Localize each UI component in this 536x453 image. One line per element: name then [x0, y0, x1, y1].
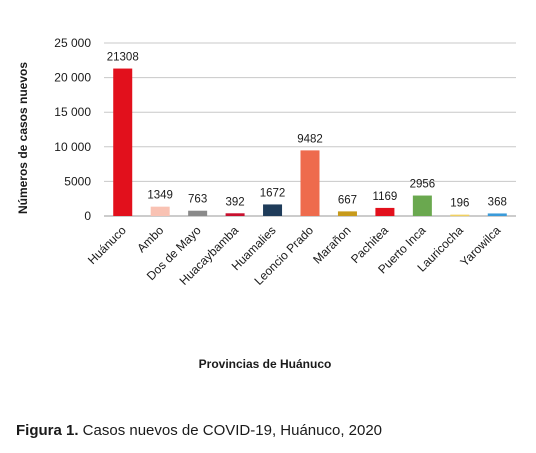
data-label: 667: [338, 194, 357, 206]
bar: [487, 213, 507, 216]
bar: [300, 150, 320, 216]
gridlines: [104, 42, 516, 217]
y-tick-label: 20 000: [54, 71, 91, 85]
data-label: 2956: [410, 179, 436, 191]
bar: [412, 195, 432, 216]
bar: [337, 211, 357, 216]
figure-caption: Figura 1. Casos nuevos de COVID-19, Huán…: [16, 422, 382, 439]
bar: [450, 214, 470, 217]
y-axis-label: Números de casos nuevos: [16, 62, 30, 214]
bar: [375, 207, 395, 216]
caption-text: Casos nuevos de COVID-19, Huánuco, 2020: [78, 422, 383, 439]
y-tick-label: 15 000: [54, 105, 91, 119]
data-label: 392: [225, 196, 244, 208]
data-label: 1672: [260, 187, 286, 199]
bar-chart: 0 5000 10 000 15 000 20 000 25 000 21308 1349 7…: [16, 36, 516, 371]
data-label: 1169: [373, 191, 398, 203]
bar: [263, 204, 283, 216]
data-label: 1349: [147, 190, 173, 202]
y-tick-label: 0: [84, 209, 91, 223]
x-tick-label: Huánuco: [85, 223, 129, 267]
data-label: 196: [450, 198, 469, 210]
data-label: 21308: [107, 52, 139, 64]
bar: [225, 213, 245, 216]
caption-label: Figura 1.: [16, 422, 79, 439]
bar: [150, 206, 170, 216]
bars: [113, 68, 507, 217]
y-tick-label: 10 000: [54, 140, 91, 154]
y-tick-label: 5000: [64, 174, 91, 188]
bar: [113, 68, 133, 216]
x-tick-label: Yarowilca: [457, 223, 503, 269]
x-tick-label: Marañon: [310, 223, 353, 266]
data-label: 763: [188, 194, 207, 206]
data-label: 368: [488, 196, 507, 208]
data-labels: 21308 1349 763 392 1672 9482 667 1169 2956 196 368: [107, 52, 507, 210]
y-axis-ticks: 0 5000 10 000 15 000 20 000 25 000: [54, 36, 91, 223]
x-tick-label: Ambo: [134, 223, 166, 255]
bar: [188, 210, 208, 216]
x-axis-label: Provincias de Huánuco: [199, 357, 332, 371]
y-tick-label: 25 000: [54, 36, 91, 50]
data-label: 9482: [297, 133, 323, 145]
